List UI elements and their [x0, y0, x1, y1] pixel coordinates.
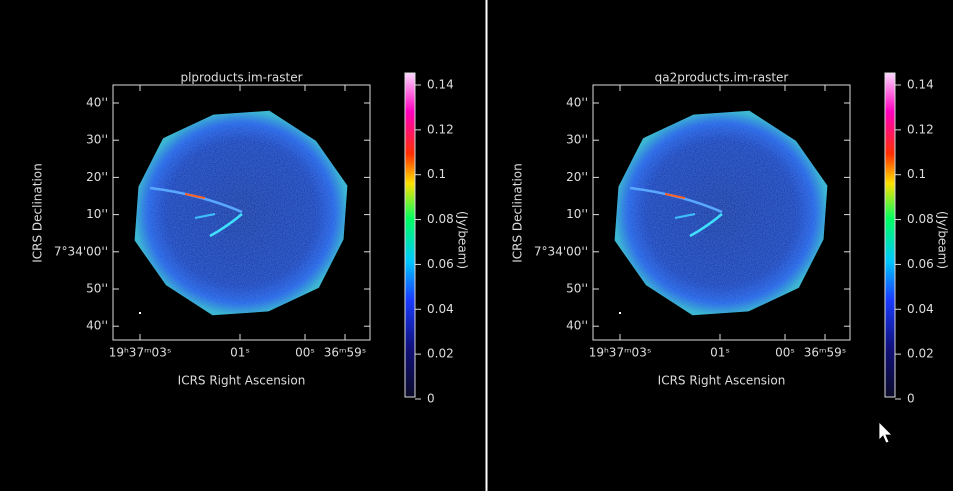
colorbar: [404, 72, 416, 398]
x-tick-label: 36ᵐ59ˢ: [324, 346, 367, 360]
colorbar-tick-label: 0.12: [907, 122, 934, 136]
colorbar-label: (Jy/beam): [936, 211, 950, 269]
x-axis-label: ICRS Right Ascension: [658, 374, 786, 388]
y-axis-label: ICRS Declination: [511, 163, 525, 263]
x-axis-label: ICRS Right Ascension: [178, 374, 306, 388]
x-tick-label: 36ᵐ59ˢ: [804, 346, 847, 360]
colorbar-tick-label: 0.14: [427, 78, 454, 92]
colorbar-tick-label: 0.02: [907, 347, 934, 361]
colorbar-tick-label: 0.02: [427, 347, 454, 361]
y-tick-label: 30'': [86, 133, 108, 147]
emission-streak: [184, 193, 206, 199]
y-tick-label: 40'': [566, 319, 588, 333]
emission-streak: [209, 213, 243, 238]
colorbar-tick-label: 0.1: [427, 167, 446, 181]
y-tick-label: 20'': [86, 170, 108, 184]
colorbar-tick-label: 0.06: [427, 257, 454, 271]
colorbar-tick-label: 0.04: [907, 302, 934, 316]
y-tick-label: 40'': [86, 96, 108, 110]
x-tick-label: 19ʰ37ᵐ03ˢ: [589, 346, 652, 360]
colorbar-label: (Jy/beam): [456, 211, 470, 269]
y-tick-label: 10'': [566, 207, 588, 221]
colorbar-tick-label: 0.1: [907, 167, 926, 181]
colorbar-tick-label: 0.08: [907, 212, 934, 226]
y-tick-label: 40'': [566, 96, 588, 110]
emission-streak: [689, 213, 723, 238]
y-tick-label: 10'': [86, 207, 108, 221]
y-tick-label: 50'': [86, 282, 108, 296]
y-tick-label: 30'': [566, 133, 588, 147]
colorbar-tick-label: 0.06: [907, 257, 934, 271]
beam-marker: [139, 312, 141, 314]
beam-marker: [619, 312, 621, 314]
x-tick-label: 19ʰ37ᵐ03ˢ: [109, 346, 172, 360]
plot-frame: [592, 84, 851, 341]
y-tick-label: 7°34'00'': [54, 244, 108, 258]
colorbar-tick-label: 0: [427, 392, 435, 406]
plot-title: plproducts.im-raster: [180, 71, 302, 85]
x-tick-label: 01ˢ: [710, 346, 730, 360]
colorbar: [884, 72, 896, 398]
y-tick-label: 50'': [566, 282, 588, 296]
colorbar-tick-label: 0.12: [427, 122, 454, 136]
y-axis-label: ICRS Declination: [31, 163, 45, 263]
emission-streak: [674, 213, 696, 219]
colorbar-tick-label: 0.04: [427, 302, 454, 316]
y-tick-label: 20'': [566, 170, 588, 184]
y-tick-label: 40'': [86, 319, 108, 333]
plot-frame: [112, 84, 371, 341]
image-panel: qa2products.im-raster 40'' 30'' 20'' 10'' 7°3…: [511, 71, 950, 406]
x-tick-label: 00ˢ: [775, 346, 795, 360]
image-panel: plproducts.im-raster 40'' 30'' 20'' 10'' 7°34…: [31, 71, 470, 406]
raster-disc: [614, 110, 828, 316]
colorbar-tick-label: 0.08: [427, 212, 454, 226]
y-tick-label: 7°34'00'': [534, 244, 588, 258]
emission-streak: [664, 193, 686, 199]
x-tick-label: 00ˢ: [295, 346, 315, 360]
colorbar-tick-label: 0: [907, 392, 915, 406]
x-tick-label: 01ˢ: [230, 346, 250, 360]
plot-title: qa2products.im-raster: [655, 71, 789, 85]
raster-disc: [134, 110, 348, 316]
mouse-cursor: [878, 421, 893, 444]
colorbar-tick-label: 0.14: [907, 78, 934, 92]
emission-streak: [194, 213, 216, 219]
